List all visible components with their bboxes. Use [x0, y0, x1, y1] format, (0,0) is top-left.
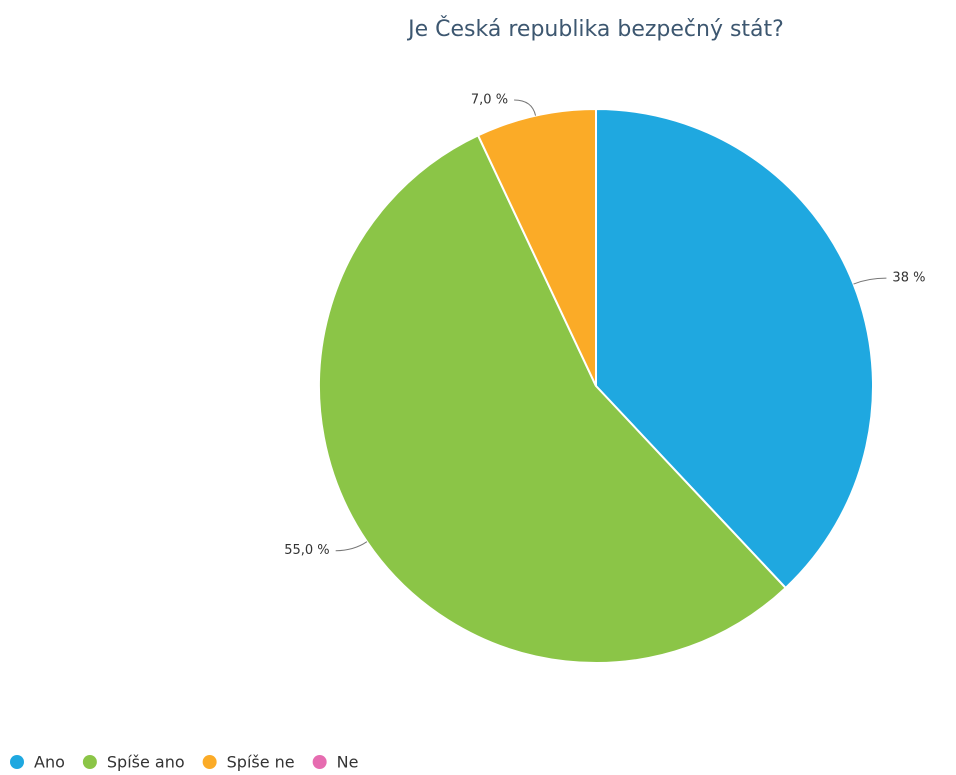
data-label: 7,0 %	[471, 93, 508, 108]
pie-slice	[318, 134, 788, 664]
legend-marker	[202, 755, 217, 769]
chart-title: Je Česká republika bezpečný stát?	[406, 16, 784, 42]
leader-line	[853, 277, 887, 285]
legend-marker	[82, 755, 97, 769]
leader-line	[335, 541, 368, 552]
legend-label: Spíše ne	[227, 753, 295, 772]
pie-slice	[476, 107, 597, 387]
leader-line	[514, 99, 537, 116]
legend-label: Ne	[337, 753, 359, 772]
data-label: 55,0 %	[284, 543, 329, 558]
legend-marker	[10, 755, 24, 769]
legend-marker	[312, 755, 327, 769]
legend-label: Ano	[34, 753, 65, 772]
data-label: 38 %	[892, 271, 925, 286]
legend-label: Spíše ano	[107, 753, 185, 772]
